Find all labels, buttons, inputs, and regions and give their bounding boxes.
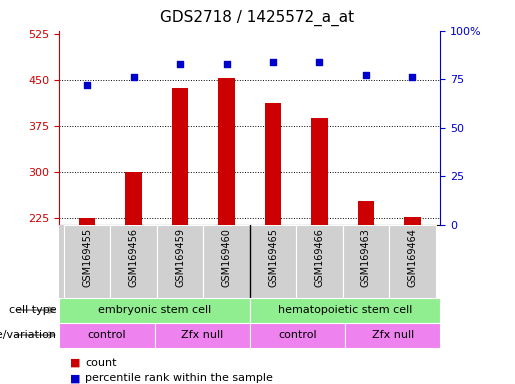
Bar bbox=[389, 225, 436, 298]
Bar bbox=[250, 298, 440, 323]
Bar bbox=[218, 78, 235, 225]
Bar bbox=[358, 201, 374, 225]
Point bbox=[176, 61, 184, 67]
Bar bbox=[250, 323, 345, 348]
Bar bbox=[59, 323, 154, 348]
Bar bbox=[342, 225, 389, 298]
Bar bbox=[126, 172, 142, 225]
Text: percentile rank within the sample: percentile rank within the sample bbox=[85, 373, 273, 383]
Bar bbox=[250, 225, 296, 298]
Text: count: count bbox=[85, 358, 116, 368]
Point bbox=[269, 59, 277, 65]
Text: Zfx null: Zfx null bbox=[371, 330, 414, 340]
Point bbox=[362, 72, 370, 78]
Bar bbox=[79, 218, 95, 225]
Text: control: control bbox=[88, 330, 126, 340]
Text: GSM169456: GSM169456 bbox=[129, 228, 139, 287]
Text: GSM169464: GSM169464 bbox=[407, 228, 418, 287]
Text: ■: ■ bbox=[70, 373, 80, 383]
Text: genotype/variation: genotype/variation bbox=[0, 330, 57, 340]
Text: Zfx null: Zfx null bbox=[181, 330, 224, 340]
Text: GSM169460: GSM169460 bbox=[221, 228, 232, 287]
Bar bbox=[59, 298, 250, 323]
Point bbox=[129, 74, 138, 80]
Bar bbox=[64, 225, 110, 298]
Bar bbox=[154, 323, 250, 348]
Text: cell type: cell type bbox=[9, 305, 57, 315]
Text: GSM169455: GSM169455 bbox=[82, 228, 92, 287]
Point bbox=[222, 61, 231, 67]
Text: GSM169459: GSM169459 bbox=[175, 228, 185, 287]
Bar bbox=[296, 225, 342, 298]
Bar bbox=[172, 88, 188, 225]
Text: embryonic stem cell: embryonic stem cell bbox=[98, 305, 211, 315]
Bar bbox=[157, 225, 203, 298]
Point bbox=[315, 59, 323, 65]
Bar bbox=[404, 217, 421, 225]
Text: GSM169463: GSM169463 bbox=[361, 228, 371, 287]
Bar bbox=[265, 103, 281, 225]
Bar bbox=[312, 118, 328, 225]
Text: hematopoietic stem cell: hematopoietic stem cell bbox=[278, 305, 412, 315]
Bar bbox=[203, 225, 250, 298]
Text: GSM169466: GSM169466 bbox=[315, 228, 324, 287]
Text: control: control bbox=[278, 330, 317, 340]
Text: GDS2718 / 1425572_a_at: GDS2718 / 1425572_a_at bbox=[161, 10, 354, 26]
Bar bbox=[345, 323, 440, 348]
Point bbox=[83, 82, 91, 88]
Point bbox=[408, 74, 417, 80]
Text: GSM169465: GSM169465 bbox=[268, 228, 278, 287]
Text: ■: ■ bbox=[70, 358, 80, 368]
Bar bbox=[110, 225, 157, 298]
